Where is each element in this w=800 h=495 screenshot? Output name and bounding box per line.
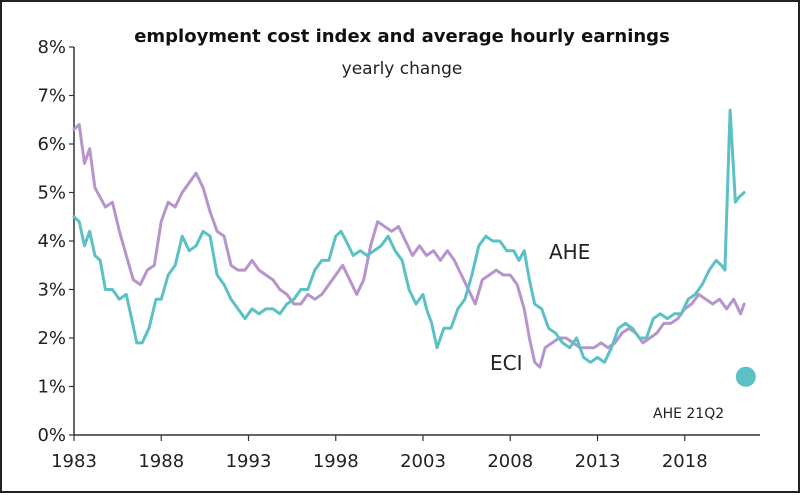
- chart-subtitle: yearly change: [342, 59, 463, 79]
- x-tick-label: 1998: [313, 451, 359, 472]
- chart-title: employment cost index and average hourly…: [134, 26, 670, 47]
- y-tick-label: 7%: [37, 86, 66, 107]
- y-tick-label: 0%: [37, 425, 66, 446]
- series-label-eci: ECI: [490, 351, 523, 375]
- x-tick-label: 2008: [487, 451, 533, 472]
- axes: 0% 1% 2% 3% 4% 5% 6% 7% 8% 1983 1988 1993 1998 2003 20…: [37, 37, 760, 472]
- ahe-21q2-annotation: AHE 21Q2: [653, 406, 724, 422]
- x-tick-label: 1983: [51, 451, 97, 472]
- series-layer: [72, 108, 746, 369]
- series-label-ahe: AHE: [549, 240, 590, 264]
- y-tick-label: 8%: [37, 37, 66, 58]
- ahe-21q2-point: [735, 366, 756, 387]
- x-tick-label: 1993: [226, 451, 272, 472]
- y-tick-label: 4%: [37, 231, 66, 252]
- x-tick-label: 1988: [138, 451, 184, 472]
- y-tick-label: 1%: [37, 377, 66, 398]
- y-tick-label: 3%: [37, 280, 66, 301]
- x-tick-label: 2018: [662, 451, 708, 472]
- y-tick-label: 2%: [37, 328, 66, 349]
- x-tick-label: 2013: [575, 451, 621, 472]
- series-line-ahe: [72, 108, 746, 364]
- x-tick-label: 2003: [400, 451, 446, 472]
- y-tick-label: 6%: [37, 134, 66, 155]
- series-line-eci: [72, 123, 746, 369]
- y-tick-label: 5%: [37, 183, 66, 204]
